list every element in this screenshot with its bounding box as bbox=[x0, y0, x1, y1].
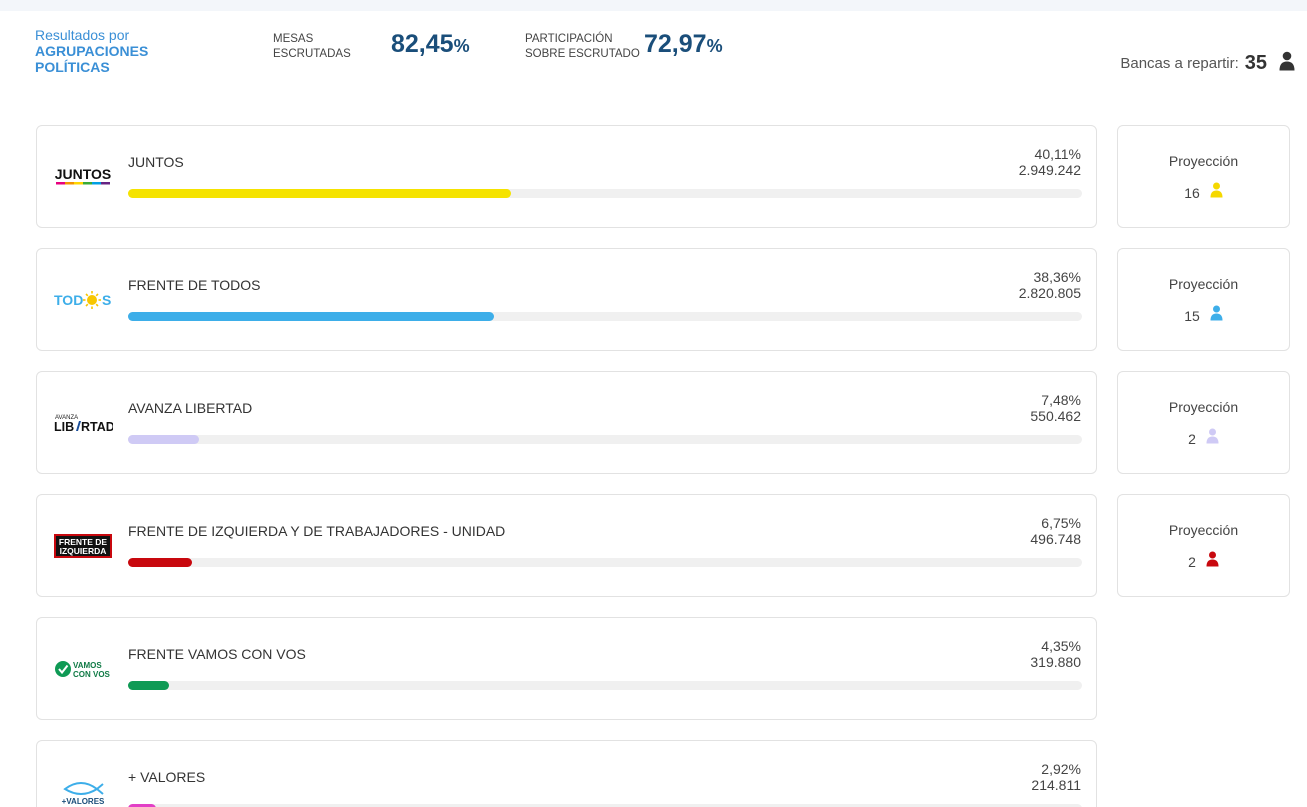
party-percentage: 4,35% bbox=[1041, 638, 1081, 654]
vote-bar-fill bbox=[128, 558, 193, 567]
projection-label: Proyección bbox=[1168, 399, 1239, 415]
title-line-3: POLÍTICAS bbox=[35, 59, 110, 75]
bancas-a-repartir: Bancas a repartir: 35 bbox=[1120, 51, 1295, 76]
party-card-juntos[interactable]: JUNTOS JUNTOS 40,11% 2.949.242 bbox=[36, 125, 1097, 228]
participacion-unit: % bbox=[706, 36, 723, 56]
party-name: + VALORES bbox=[128, 769, 206, 785]
svg-text:TOD: TOD bbox=[54, 292, 83, 308]
participacion-value: 72,97% bbox=[644, 30, 723, 59]
svg-text:CON VOS: CON VOS bbox=[73, 670, 111, 679]
projection-card-avanza-libertad: Proyección 2 bbox=[1117, 371, 1290, 474]
svg-text:LIB: LIB bbox=[54, 420, 74, 434]
projection-seats-value: 2 bbox=[1188, 430, 1196, 447]
person-icon bbox=[1206, 428, 1219, 449]
svg-text:AVANZA: AVANZA bbox=[55, 415, 78, 421]
top-bar bbox=[0, 0, 1307, 11]
participacion-label-line2: SOBRE ESCRUTADO bbox=[525, 48, 640, 60]
svg-text:S: S bbox=[102, 292, 111, 308]
bancas-value: 35 bbox=[1244, 52, 1267, 74]
person-icon bbox=[1279, 51, 1295, 76]
bancas-label: Bancas a repartir: bbox=[1120, 55, 1239, 72]
party-votes: 2.949.242 bbox=[1018, 162, 1081, 178]
vote-bar-track bbox=[128, 681, 1082, 690]
person-icon bbox=[1210, 305, 1223, 326]
title-line-2: AGRUPACIONES bbox=[35, 43, 149, 59]
party-card-vamos-con-vos[interactable]: VAMOS CON VOS FRENTE VAMOS CON VOS 4,35%… bbox=[36, 617, 1097, 720]
mesas-number: 82,45 bbox=[391, 30, 454, 58]
projection-seats: 15 bbox=[1118, 305, 1289, 326]
person-icon bbox=[1206, 551, 1219, 572]
party-votes: 496.748 bbox=[1030, 531, 1081, 547]
projection-label: Proyección bbox=[1168, 153, 1239, 169]
mesas-label-line2: ESCRUTADAS bbox=[273, 48, 351, 60]
svg-text:FRENTE DE: FRENTE DE bbox=[59, 537, 108, 547]
vote-bar-track bbox=[128, 435, 1082, 444]
party-votes: 214.811 bbox=[1031, 777, 1081, 793]
vote-bar-fill bbox=[128, 681, 170, 690]
juntos-logo: JUNTOS bbox=[53, 164, 113, 190]
projection-seats-value: 2 bbox=[1188, 553, 1196, 570]
projection-card-frente-de-todos: Proyección 15 bbox=[1117, 248, 1290, 351]
projection-card-frente-de-izquierda: Proyección 2 bbox=[1117, 494, 1290, 597]
todos-logo: TOD S bbox=[53, 287, 113, 313]
mesas-label-line1: MESAS bbox=[273, 33, 314, 45]
party-votes: 319.880 bbox=[1030, 654, 1081, 670]
party-name: JUNTOS bbox=[128, 154, 184, 170]
person-icon bbox=[1210, 182, 1223, 203]
projection-label: Proyección bbox=[1168, 276, 1239, 292]
party-name: AVANZA LIBERTAD bbox=[128, 400, 253, 416]
party-percentage: 7,48% bbox=[1041, 392, 1081, 408]
frente-de-izquierda-logo: FRENTE DE IZQUIERDA bbox=[53, 533, 113, 559]
projection-card-juntos: Proyección 16 bbox=[1117, 125, 1290, 228]
vamos-con-vos-logo: VAMOS CON VOS bbox=[53, 656, 113, 682]
party-card-frente-de-izquierda[interactable]: FRENTE DE IZQUIERDA FRENTE DE IZQUIERDA … bbox=[36, 494, 1097, 597]
projection-seats: 16 bbox=[1118, 182, 1289, 203]
vote-bar-track bbox=[128, 312, 1082, 321]
party-percentage: 40,11% bbox=[1034, 146, 1081, 162]
projection-label: Proyección bbox=[1168, 522, 1239, 538]
party-percentage: 6,75% bbox=[1041, 515, 1081, 531]
svg-text:+VALORES: +VALORES bbox=[62, 797, 105, 806]
party-percentage: 38,36% bbox=[1033, 269, 1081, 285]
avanza-libertad-logo: AVANZA LIB RTAD bbox=[53, 410, 113, 436]
party-votes: 2.820.805 bbox=[1018, 285, 1081, 301]
party-card-frente-de-todos[interactable]: TOD S FRENTE DE TODOS 38,36% 2.820.805 bbox=[36, 248, 1097, 351]
page-title: Resultados por AGRUPACIONES POLÍTICAS bbox=[35, 27, 148, 75]
svg-text:RTAD: RTAD bbox=[81, 420, 113, 434]
svg-text:IZQUIERDA: IZQUIERDA bbox=[60, 546, 107, 556]
party-name: FRENTE VAMOS CON VOS bbox=[128, 646, 306, 662]
vote-bar-fill bbox=[128, 435, 200, 444]
svg-text:JUNTOS: JUNTOS bbox=[55, 166, 112, 182]
title-line-1: Resultados por bbox=[35, 27, 130, 43]
projection-seats-value: 16 bbox=[1184, 184, 1200, 201]
vote-bar-fill bbox=[128, 189, 511, 198]
mesas-unit: % bbox=[453, 36, 470, 56]
party-name: FRENTE DE IZQUIERDA Y DE TRABAJADORES - … bbox=[128, 523, 506, 539]
projection-seats: 2 bbox=[1118, 551, 1289, 572]
party-name: FRENTE DE TODOS bbox=[128, 277, 261, 293]
projection-seats: 2 bbox=[1118, 428, 1289, 449]
participacion-label-line1: PARTICIPACIÓN bbox=[525, 33, 613, 45]
vote-bar-fill bbox=[128, 804, 156, 807]
participacion-number: 72,97 bbox=[644, 30, 707, 58]
vote-bar-fill bbox=[128, 312, 494, 321]
participacion-label: PARTICIPACIÓN SOBRE ESCRUTADO bbox=[525, 32, 640, 62]
results-header: Resultados por AGRUPACIONES POLÍTICAS ME… bbox=[0, 11, 1307, 111]
mesas-label: MESAS ESCRUTADAS bbox=[273, 32, 351, 62]
vote-bar-track bbox=[128, 189, 1082, 198]
vote-bar-track bbox=[128, 804, 1082, 807]
mas-valores-logo: +VALORES bbox=[53, 779, 113, 806]
svg-text:VAMOS: VAMOS bbox=[73, 661, 102, 670]
party-card-avanza-libertad[interactable]: AVANZA LIB RTAD AVANZA LIBERTAD 7,48% 55… bbox=[36, 371, 1097, 474]
projection-seats-value: 15 bbox=[1184, 307, 1200, 324]
mesas-value: 82,45% bbox=[391, 30, 470, 59]
party-votes: 550.462 bbox=[1030, 408, 1081, 424]
party-percentage: 2,92% bbox=[1041, 761, 1081, 777]
party-card-mas-valores[interactable]: +VALORES + VALORES 2,92% 214.811 bbox=[36, 740, 1097, 807]
vote-bar-track bbox=[128, 558, 1082, 567]
